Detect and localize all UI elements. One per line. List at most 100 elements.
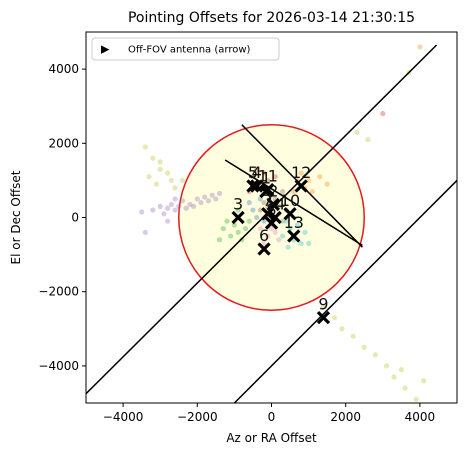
history-point xyxy=(361,344,367,350)
history-point xyxy=(235,229,241,235)
history-point xyxy=(324,181,330,187)
history-point xyxy=(272,174,278,180)
legend: ▶ Off-FOV antenna (arrow) xyxy=(91,37,280,61)
history-point xyxy=(142,229,148,235)
history-point xyxy=(150,207,156,213)
y-tick-label: 4000 xyxy=(48,62,79,76)
history-point xyxy=(309,188,315,195)
antenna-marker-11: 11 xyxy=(258,167,278,197)
antenna-label: 14 xyxy=(265,195,285,214)
history-point xyxy=(261,170,267,176)
history-point xyxy=(302,229,308,235)
history-point xyxy=(261,218,267,224)
history-point xyxy=(339,326,345,332)
history-point xyxy=(205,198,212,204)
history-point xyxy=(298,240,304,247)
history-point xyxy=(320,303,327,310)
history-point xyxy=(391,374,397,380)
antenna-x-mark xyxy=(287,229,301,243)
antenna-label: 2 xyxy=(268,182,278,201)
history-point xyxy=(306,240,312,247)
history-point xyxy=(216,237,223,243)
history-point xyxy=(298,170,304,176)
history-point xyxy=(179,177,186,183)
baseline-line xyxy=(233,179,457,403)
antenna-label: 11 xyxy=(258,167,278,186)
x-tick-label: 4000 xyxy=(405,410,436,424)
antenna-x-mark xyxy=(266,197,280,212)
history-point xyxy=(176,203,182,209)
y-axis-title: El or Dec Offset xyxy=(9,170,23,264)
history-point xyxy=(261,240,267,247)
antenna-label: 5 xyxy=(248,163,258,182)
antenna-x-mark xyxy=(283,207,297,221)
x-tick-label: 0 xyxy=(268,410,276,424)
history-point xyxy=(285,244,291,250)
history-point xyxy=(294,222,301,228)
antenna-x-mark xyxy=(316,311,331,325)
history-point xyxy=(380,111,386,117)
antenna-x-mark xyxy=(231,210,245,225)
baseline-line xyxy=(224,159,363,246)
x-tick-label: 2000 xyxy=(330,410,361,424)
history-point xyxy=(157,166,163,172)
chart-title: Pointing Offsets for 2026-03-14 21:30:15 xyxy=(128,10,415,26)
history-point xyxy=(139,209,145,215)
antenna-label: 9 xyxy=(318,295,328,314)
history-point xyxy=(413,396,419,402)
history-point xyxy=(317,174,323,180)
antenna-x-mark xyxy=(257,242,271,256)
history-point xyxy=(150,155,156,161)
history-point xyxy=(402,385,408,391)
antenna-marker-2: 2 xyxy=(266,182,280,212)
x-tick-label: −4000 xyxy=(103,410,144,424)
history-point xyxy=(254,214,260,221)
antenna-marker-3: 3 xyxy=(231,195,245,225)
history-point xyxy=(257,207,263,213)
antenna-label: 12 xyxy=(291,163,311,182)
legend-marker-icon: ▶ xyxy=(101,43,110,56)
antenna-marker-13: 13 xyxy=(284,213,304,243)
history-point xyxy=(257,226,263,232)
history-point xyxy=(417,44,423,50)
y-tick-label: 2000 xyxy=(48,136,79,150)
history-point xyxy=(283,218,289,224)
history-point xyxy=(350,333,356,339)
history-point xyxy=(146,174,152,180)
history-point xyxy=(157,159,163,165)
legend-entry-off-fov: Off-FOV antenna (arrow) xyxy=(128,45,251,56)
history-point xyxy=(254,166,260,172)
history-point xyxy=(209,192,215,198)
history-point xyxy=(157,203,163,209)
antenna-marker-5: 5 xyxy=(246,163,260,193)
y-tick-label: −4000 xyxy=(38,359,79,373)
history-point xyxy=(246,218,252,224)
antenna-label: 13 xyxy=(284,213,304,232)
history-point xyxy=(268,226,275,232)
history-point xyxy=(194,196,200,202)
antenna-label: 1 xyxy=(261,169,271,188)
history-point xyxy=(280,233,286,239)
history-point xyxy=(172,207,178,213)
history-point xyxy=(179,198,186,204)
history-point xyxy=(165,218,171,224)
history-point xyxy=(242,226,249,232)
baseline-line xyxy=(86,44,438,395)
antenna-label: 10 xyxy=(280,191,300,210)
antenna-x-mark xyxy=(246,179,260,193)
antenna-x-mark xyxy=(268,210,282,225)
history-point xyxy=(198,200,204,206)
y-tick-label: −2000 xyxy=(38,285,79,299)
antenna-label: 4 xyxy=(252,163,262,182)
history-point xyxy=(261,200,267,206)
history-point xyxy=(228,233,234,239)
antenna-marker-9: 9 xyxy=(316,295,331,325)
history-point xyxy=(231,222,237,228)
history-point xyxy=(172,196,178,202)
antenna-marker-4: 4 xyxy=(250,163,264,193)
legend-box xyxy=(91,37,280,61)
history-point xyxy=(172,185,178,191)
history-point xyxy=(246,200,252,206)
history-point xyxy=(398,367,404,373)
